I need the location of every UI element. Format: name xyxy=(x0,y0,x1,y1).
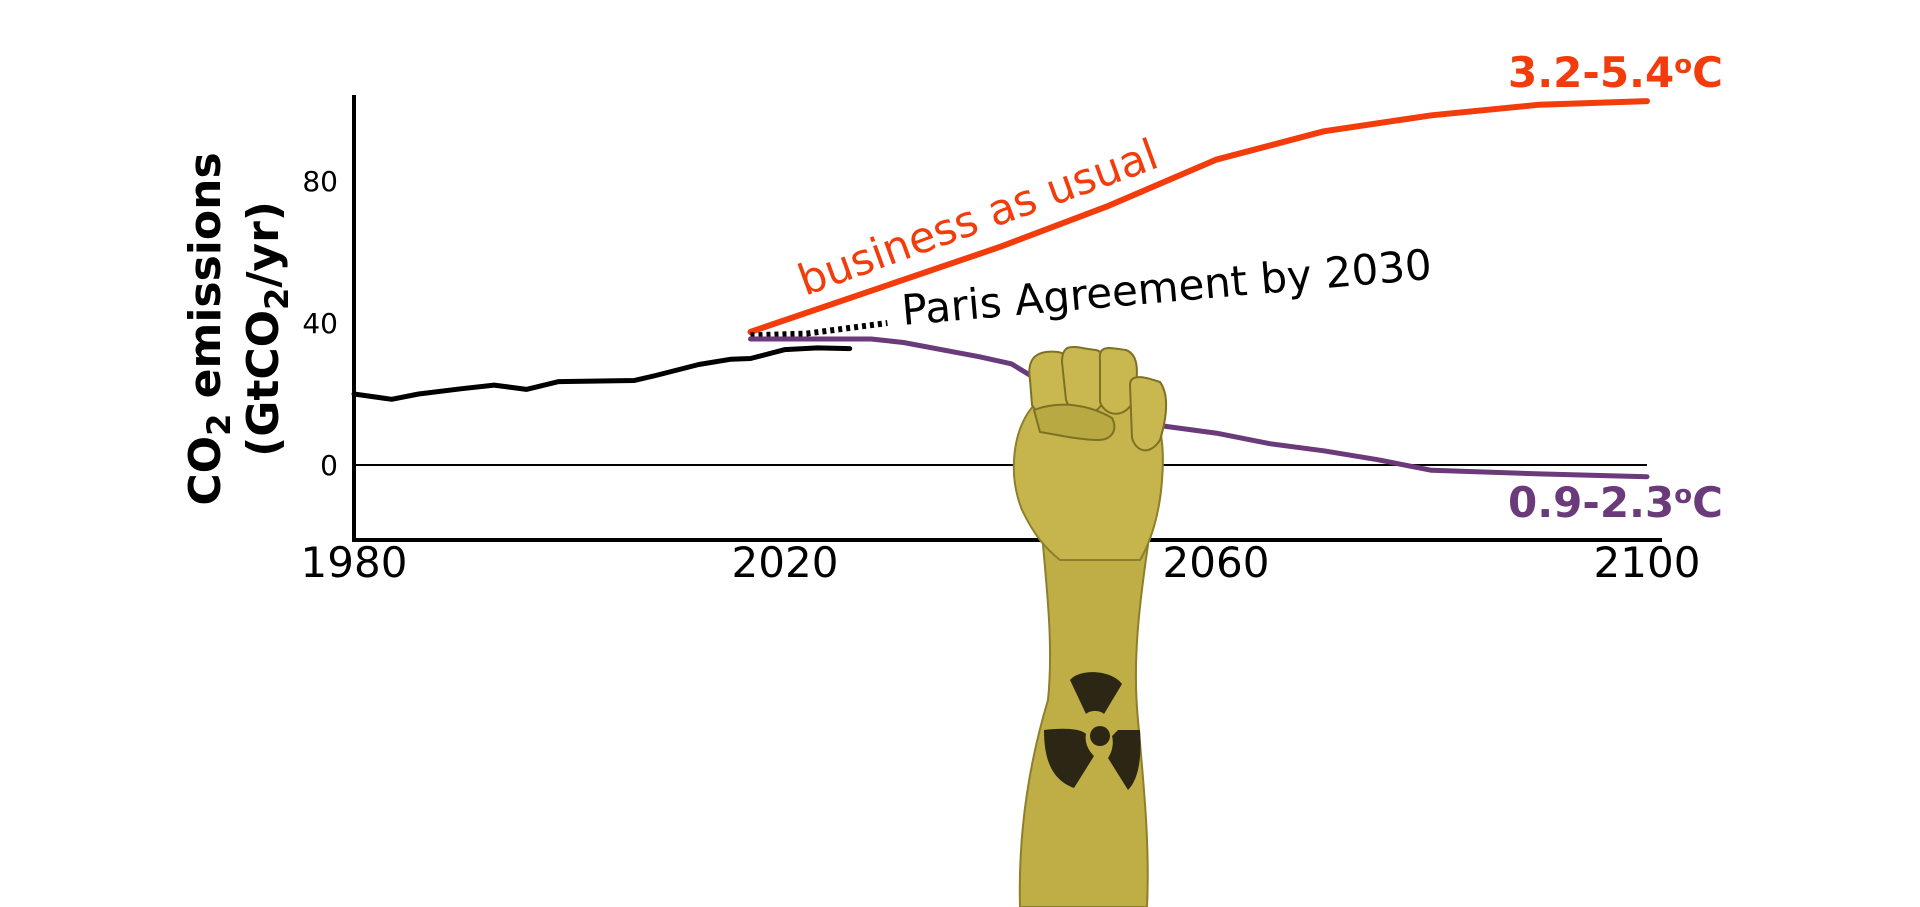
x-tick-label: 2100 xyxy=(1594,538,1701,587)
radiation-tattoo-icon xyxy=(1044,672,1141,790)
x-tick-label: 1980 xyxy=(301,538,408,587)
fist-palm xyxy=(1012,404,1164,561)
series-line-paris-pledges xyxy=(750,320,888,339)
axes xyxy=(352,95,1662,542)
x-tick-label: 2060 xyxy=(1163,538,1270,587)
y-tick-labels: 0 40 80 xyxy=(302,165,338,482)
y-tick-label: 40 xyxy=(302,307,338,340)
mitigation-temperature-label: 0.9-2.3oC xyxy=(1508,478,1723,527)
x-tick-label: 2020 xyxy=(732,538,839,587)
series-line-historical xyxy=(351,345,853,402)
raised-fist-illustration xyxy=(1012,346,1167,907)
radiation-center xyxy=(1090,726,1110,746)
y-axis-label: CO2 emissions (GtCO2/yr) xyxy=(180,152,296,505)
knuckle-3 xyxy=(1098,347,1138,415)
x-tick-labels: 1980 2020 2060 2100 xyxy=(301,538,1701,587)
y-tick-label: 80 xyxy=(302,165,338,198)
radiation-blade-top xyxy=(1070,672,1122,714)
y-axis-label-line2: (GtCO2/yr) xyxy=(238,201,296,457)
y-axis-label-line1: CO2 emissions xyxy=(180,152,238,505)
forearm xyxy=(1018,544,1150,907)
series-line-business-as-usual xyxy=(747,98,1650,335)
thumb xyxy=(1032,403,1116,442)
bau-temperature-label: 3.2-5.4oC xyxy=(1508,48,1723,97)
y-tick-label: 0 xyxy=(320,449,338,482)
radiation-blade-left xyxy=(1044,728,1094,788)
knuckle-4 xyxy=(1128,376,1167,452)
series-line-mitigation xyxy=(748,336,1650,480)
radiation-blade-right xyxy=(1108,730,1141,790)
